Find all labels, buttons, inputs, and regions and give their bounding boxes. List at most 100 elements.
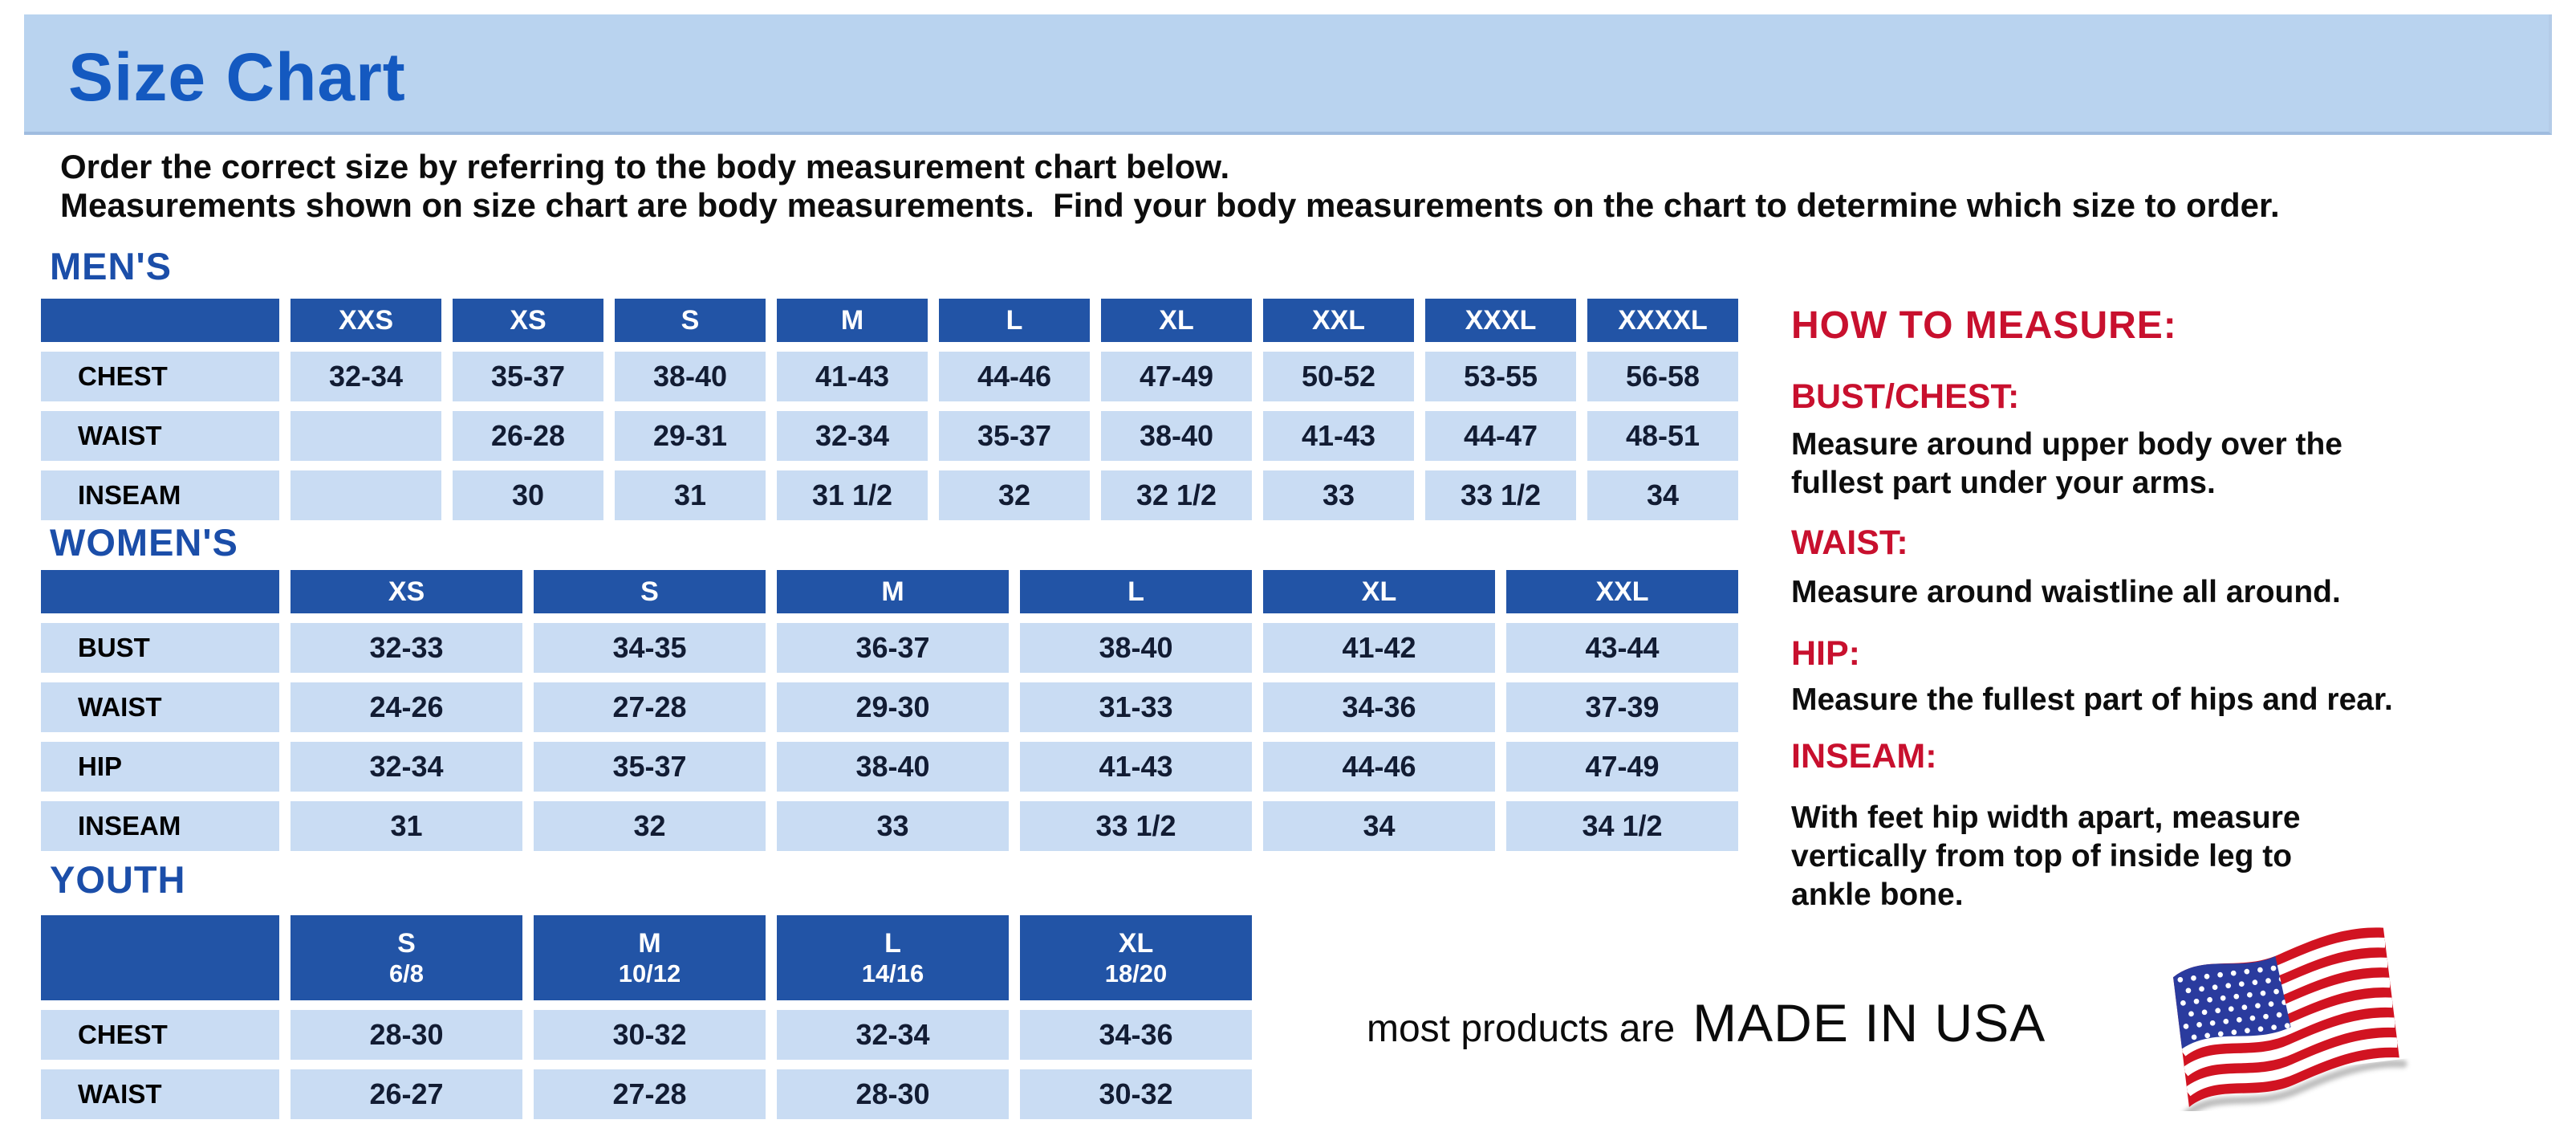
row-label-cell: WAIST: [41, 1069, 279, 1119]
size-value-cell: 41-42: [1263, 623, 1495, 673]
size-value-cell: 29-31: [615, 411, 766, 461]
us-flag-icon: [2160, 923, 2416, 1118]
youth-size-range: 6/8: [388, 959, 425, 987]
measure-text-hip: Measure the fullest part of hips and rea…: [1791, 682, 2393, 717]
mens-header-corner: [41, 299, 279, 342]
youth-col-header: S 6/8: [291, 915, 522, 1000]
size-value-cell: 30-32: [534, 1010, 766, 1060]
youth-header-corner: [41, 915, 279, 1000]
womens-col-header: XL: [1263, 570, 1495, 613]
size-value-cell: 35-37: [534, 742, 766, 792]
measure-label-hip: HIP:: [1791, 634, 1860, 673]
size-value-cell: [291, 470, 441, 520]
womens-col-header: M: [777, 570, 1009, 613]
size-value-cell: 37-39: [1506, 682, 1738, 732]
womens-col-header: S: [534, 570, 766, 613]
size-value-cell: 56-58: [1587, 352, 1738, 401]
size-value-cell: 36-37: [777, 623, 1009, 673]
size-value-cell: 33: [777, 801, 1009, 851]
size-value-cell: 44-46: [939, 352, 1090, 401]
size-value-cell: 33 1/2: [1020, 801, 1252, 851]
intro-text: Order the correct size by referring to t…: [60, 148, 2280, 225]
size-value-cell: 32-34: [291, 742, 522, 792]
womens-col-header: XS: [291, 570, 522, 613]
size-value-cell: 32-33: [291, 623, 522, 673]
measure-label-waist: WAIST:: [1791, 523, 1908, 562]
size-value-cell: 38-40: [615, 352, 766, 401]
womens-size-table: XS S M L XL XXL BUST 32-33 34-35 36-37 3…: [41, 570, 1738, 851]
size-value-cell: 28-30: [291, 1010, 522, 1060]
mens-col-header: XXL: [1263, 299, 1414, 342]
womens-col-header: XXL: [1506, 570, 1738, 613]
size-value-cell: 31: [291, 801, 522, 851]
size-value-cell: 38-40: [1101, 411, 1252, 461]
mens-section-heading: MEN'S: [50, 245, 172, 287]
youth-size-range: 18/20: [1104, 959, 1168, 987]
row-label-cell: CHEST: [41, 352, 279, 401]
measure-text-inseam: With feet hip width apart, measure verti…: [1791, 800, 2301, 912]
size-value-cell: 32: [939, 470, 1090, 520]
size-value-cell: 30-32: [1020, 1069, 1252, 1119]
intro-line-2: Measurements shown on size chart are bod…: [60, 186, 2280, 224]
size-value-cell: 47-49: [1101, 352, 1252, 401]
size-value-cell: 38-40: [777, 742, 1009, 792]
mens-col-header: L: [939, 299, 1090, 342]
mens-col-header: S: [615, 299, 766, 342]
how-to-measure-heading: HOW TO MEASURE:: [1791, 304, 2177, 347]
size-value-cell: 31: [615, 470, 766, 520]
mens-col-header: XXXL: [1425, 299, 1576, 342]
mens-col-header: XXXXL: [1587, 299, 1738, 342]
size-value-cell: 31-33: [1020, 682, 1252, 732]
youth-size-label: XL: [1118, 927, 1154, 959]
size-value-cell: 34: [1587, 470, 1738, 520]
size-value-cell: 33 1/2: [1425, 470, 1576, 520]
size-value-cell: 43-44: [1506, 623, 1738, 673]
measure-label-bust-chest: BUST/CHEST:: [1791, 377, 2020, 416]
size-value-cell: [291, 411, 441, 461]
made-in-usa-prefix: most products are: [1367, 1008, 1676, 1050]
youth-size-label: M: [638, 927, 661, 959]
measure-text-waist: Measure around waistline all around.: [1791, 575, 2341, 609]
row-label-cell: WAIST: [41, 411, 279, 461]
size-value-cell: 26-28: [453, 411, 603, 461]
row-label-cell: BUST: [41, 623, 279, 673]
size-value-cell: 24-26: [291, 682, 522, 732]
row-label-cell: CHEST: [41, 1010, 279, 1060]
size-value-cell: 35-37: [939, 411, 1090, 461]
size-value-cell: 41-43: [777, 352, 928, 401]
youth-size-table: S 6/8 M 10/12 L 14/16 XL 18/20 CHEST 28-…: [41, 915, 1252, 1119]
youth-size-label: S: [397, 927, 416, 959]
mens-size-table: XXS XS S M L XL XXL XXXL XXXXL CHEST 32-…: [41, 299, 1738, 520]
size-value-cell: 32-34: [777, 1010, 1009, 1060]
size-value-cell: 34 1/2: [1506, 801, 1738, 851]
size-value-cell: 32-34: [291, 352, 441, 401]
size-value-cell: 53-55: [1425, 352, 1576, 401]
youth-size-label: L: [884, 927, 901, 959]
size-value-cell: 31 1/2: [777, 470, 928, 520]
size-value-cell: 44-47: [1425, 411, 1576, 461]
size-value-cell: 32-34: [777, 411, 928, 461]
mens-col-header: XL: [1101, 299, 1252, 342]
row-label-cell: INSEAM: [41, 801, 279, 851]
size-value-cell: 32 1/2: [1101, 470, 1252, 520]
measure-text-bust-chest: Measure around upper body over the fulle…: [1791, 427, 2342, 500]
size-value-cell: 35-37: [453, 352, 603, 401]
row-label-cell: HIP: [41, 742, 279, 792]
row-label-cell: WAIST: [41, 682, 279, 732]
youth-size-range: 10/12: [618, 959, 681, 987]
mens-col-header: XXS: [291, 299, 441, 342]
size-value-cell: 27-28: [534, 1069, 766, 1119]
size-value-cell: 48-51: [1587, 411, 1738, 461]
size-value-cell: 30: [453, 470, 603, 520]
womens-col-header: L: [1020, 570, 1252, 613]
made-in-usa-text: MADE IN USA: [1692, 993, 2046, 1053]
size-value-cell: 41-43: [1263, 411, 1414, 461]
youth-col-header: M 10/12: [534, 915, 766, 1000]
size-value-cell: 26-27: [291, 1069, 522, 1119]
size-value-cell: 41-43: [1020, 742, 1252, 792]
womens-section-heading: WOMEN'S: [50, 521, 238, 564]
size-value-cell: 33: [1263, 470, 1414, 520]
size-value-cell: 47-49: [1506, 742, 1738, 792]
size-value-cell: 34-36: [1020, 1010, 1252, 1060]
